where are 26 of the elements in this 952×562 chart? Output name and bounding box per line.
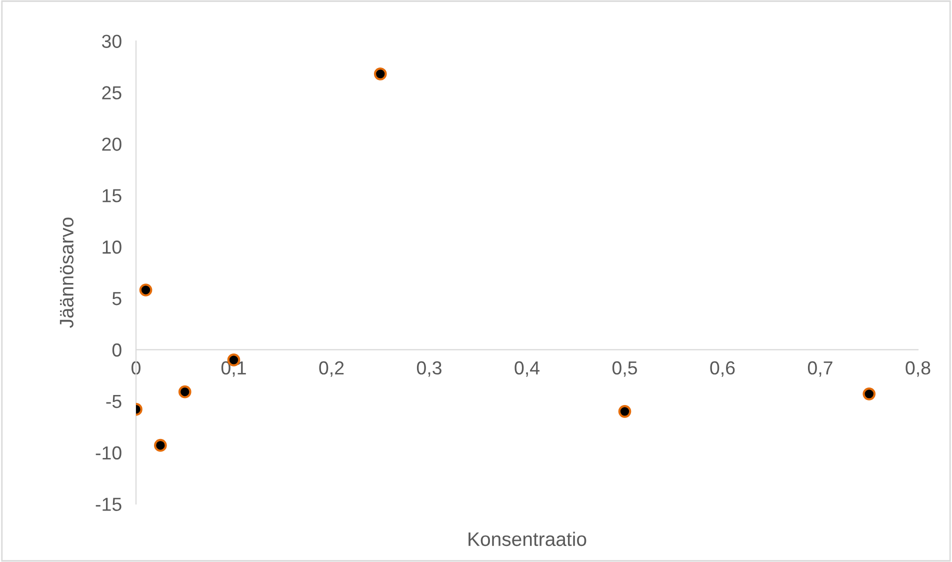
point <box>154 438 167 452</box>
point <box>178 385 192 398</box>
x-tick-label: 0,8 <box>906 361 930 377</box>
x-tick-label: 0,4 <box>514 361 540 377</box>
point <box>374 68 387 80</box>
x-tick-label: 0,6 <box>710 361 735 377</box>
y-tick-label: -15 <box>96 498 122 511</box>
y-tick-label: 10 <box>102 240 122 254</box>
y-tick-label: 25 <box>102 86 122 100</box>
y-tick-label: 30 <box>102 34 122 48</box>
x-tick-label: 0,1 <box>221 361 246 377</box>
y-axis-title: Jäännösarvo <box>60 218 74 328</box>
x-axis-title: Konsentraatio <box>468 532 586 546</box>
x-tick-label: 0,2 <box>319 361 344 377</box>
y-tick-label: 5 <box>112 292 122 306</box>
x-tick-label: 0,7 <box>808 361 832 377</box>
y-tick-label: 15 <box>102 189 122 202</box>
point <box>139 284 152 296</box>
y-tick-label: 0 <box>112 343 122 357</box>
y-tick-label: 20 <box>102 138 122 151</box>
y-tick-label: -10 <box>96 446 122 460</box>
point <box>618 404 632 418</box>
y-tick-label: -5 <box>106 395 122 408</box>
x-tick-label: 0,5 <box>612 361 637 377</box>
x-tick-label: 0,3 <box>416 361 442 377</box>
point <box>862 387 876 400</box>
